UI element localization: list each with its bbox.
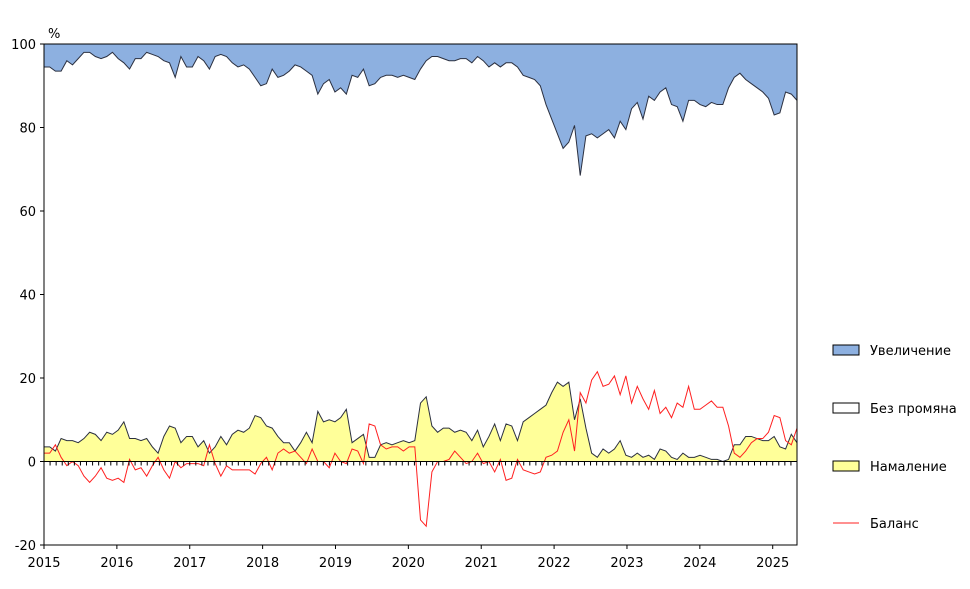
x-tick-label: 2022 [538,556,571,571]
x-tick-label: 2016 [100,556,133,571]
y-tick-label: 40 [19,289,36,304]
x-tick-label: 2018 [246,556,279,571]
x-tick-label: 2019 [319,556,352,571]
y-tick-label: 80 [19,122,36,137]
y-axis-unit-label: % [48,27,60,42]
legend-label: Намаление [870,460,947,475]
y-tick-label: 20 [19,372,36,387]
legend-label: Увеличение [870,344,951,359]
legend-swatch [832,402,860,414]
x-tick-label: 2021 [465,556,498,571]
x-tick-label: 2024 [683,556,716,571]
legend-label: Баланс [870,517,919,532]
plot-area [44,44,798,528]
y-tick-label: 60 [19,205,36,220]
axes: % 100 80 60 40 20 0 -20 2015 2016 2017 2018 2019 202… [11,27,798,571]
y-tick-label: 100 [11,38,36,53]
legend-swatch [832,460,860,472]
legend-label: Без промяна [870,402,957,417]
x-tick-label: 2025 [756,556,789,571]
y-tick-label: -20 [15,539,36,554]
increase-area [44,44,797,176]
decrease-area [44,382,797,462]
balance-line [44,370,798,528]
increase-boundary-line [44,51,798,176]
legend: Увеличение Без промяна Намаление Баланс [832,344,957,532]
legend-swatch [832,344,860,356]
plot-frame [43,43,798,546]
y-tick-label: 0 [28,456,36,471]
x-tick-label: 2023 [610,556,643,571]
x-tick-label: 2015 [27,556,60,571]
x-tick-label: 2020 [392,556,425,571]
decrease-boundary-line [44,381,798,463]
x-tick-label: 2017 [173,556,206,571]
